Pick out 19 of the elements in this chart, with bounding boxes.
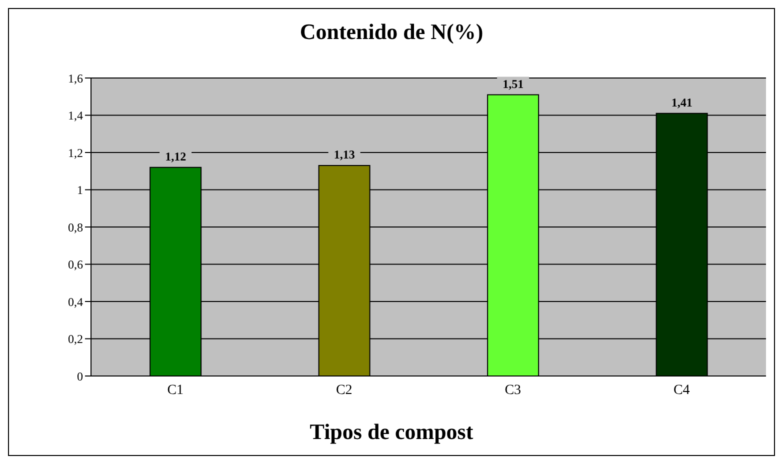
x-axis-title: Tipos de compost (308, 419, 474, 445)
data-label: 1,13 (334, 148, 355, 162)
x-tick-label: C4 (673, 382, 690, 398)
y-tick-label: 0,8 (68, 220, 83, 234)
data-label: 1,41 (671, 95, 692, 110)
data-label: 1,51 (502, 76, 524, 91)
y-tick-label: 0,2 (68, 332, 83, 346)
y-tick-label: 1,4 (68, 108, 83, 123)
y-tick-label: 0,4 (68, 294, 83, 309)
y-tick-label: 0,6 (68, 258, 83, 272)
x-tick-label: C1 (167, 382, 184, 398)
y-tick-label: 1 (77, 183, 83, 198)
x-tick-label: C2 (336, 382, 352, 398)
y-tick-label: 1,2 (68, 146, 83, 160)
y-tick-label: 1,6 (68, 71, 83, 86)
chart-title: Contenido de N(%) (298, 19, 484, 45)
y-tick-label: 0 (77, 369, 83, 384)
data-label: 1,12 (165, 149, 186, 164)
x-tick-label: C3 (504, 382, 522, 398)
